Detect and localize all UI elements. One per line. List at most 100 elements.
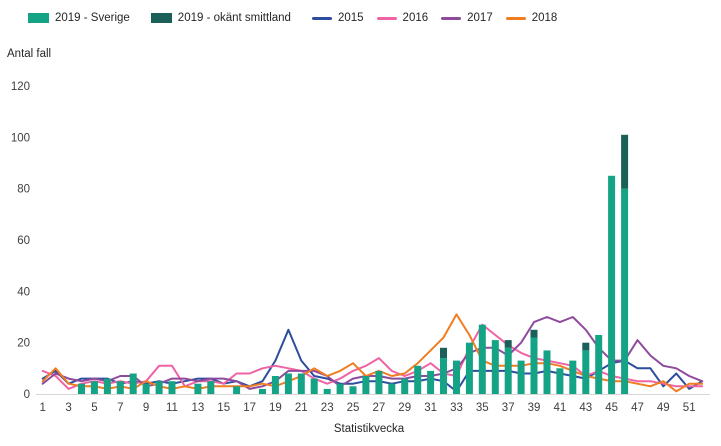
y-tick-100: 100 <box>11 132 30 144</box>
legend-label-2018: 2018 <box>531 12 558 24</box>
legend-item-2016: 2016 <box>376 12 429 24</box>
y-tick-60: 60 <box>17 235 30 247</box>
bars-2019-sverige <box>78 175 629 394</box>
bars-2019-okant-smittland <box>440 134 629 359</box>
x-tick-35: 35 <box>476 402 489 414</box>
x-tick-47: 47 <box>631 402 644 414</box>
bar-week-38 <box>517 360 525 394</box>
x-tick-17: 17 <box>243 402 256 414</box>
bar-week-6 <box>103 378 111 394</box>
legend-swatch-2019-sverige <box>28 13 49 23</box>
bar-week-33 <box>453 360 460 394</box>
x-tick-43: 43 <box>579 402 592 414</box>
bar-okant-week-39 <box>530 329 538 338</box>
x-tick-13: 13 <box>192 402 205 414</box>
bar-week-44 <box>595 335 603 394</box>
bar-week-5 <box>90 381 98 394</box>
line-2016 <box>41 323 704 390</box>
bar-week-31 <box>427 370 435 394</box>
bar-week-29 <box>401 378 409 394</box>
bar-week-27 <box>375 370 383 394</box>
y-axis-title: Antal fall <box>7 48 52 60</box>
bar-week-13 <box>194 383 202 394</box>
x-tick-45: 45 <box>605 402 618 414</box>
line-2015 <box>41 328 704 393</box>
bar-week-9 <box>142 383 150 394</box>
legend-label-2019-okant: 2019 - okänt smittland <box>177 12 291 24</box>
x-tick-27: 27 <box>373 402 386 414</box>
x-axis-ticks: 1 3 5 7 9 11 13 15 17 19 21 23 25 27 29 31 33 35 37 39 41 43 4… <box>39 402 695 414</box>
x-tick-49: 49 <box>657 402 670 414</box>
y-tick-40: 40 <box>17 286 30 298</box>
x-tick-31: 31 <box>424 402 437 414</box>
x-tick-7: 7 <box>117 402 123 414</box>
bar-okant-week-46 <box>621 134 629 189</box>
x-tick-9: 9 <box>143 402 149 414</box>
legend-swatch-2019-okant <box>150 13 172 23</box>
y-tick-0: 0 <box>24 389 30 401</box>
bar-week-37 <box>504 347 512 394</box>
legend-label-2019-sverige: 2019 - Sverige <box>55 12 130 24</box>
bar-week-4 <box>78 383 85 394</box>
x-tick-41: 41 <box>554 402 567 414</box>
x-tick-11: 11 <box>166 402 178 414</box>
x-tick-51: 51 <box>683 402 696 414</box>
x-tick-21: 21 <box>295 402 308 414</box>
bar-okant-week-37 <box>504 340 512 348</box>
bar-week-18 <box>259 388 266 394</box>
bar-week-32 <box>440 358 447 394</box>
bar-week-39 <box>530 337 538 394</box>
x-tick-39: 39 <box>528 402 541 414</box>
bar-okant-week-32 <box>440 347 447 359</box>
bar-okant-week-43 <box>582 342 590 351</box>
x-tick-37: 37 <box>502 402 515 414</box>
bar-week-26 <box>362 376 370 394</box>
legend-item-2018: 2018 <box>505 12 558 24</box>
x-axis-title: Statistikvecka <box>333 423 405 435</box>
legend-item-2017: 2017 <box>441 12 493 24</box>
x-tick-25: 25 <box>347 402 360 414</box>
bar-week-21 <box>297 373 305 394</box>
y-tick-20: 20 <box>17 338 30 350</box>
chart-legend: 2019 - Sverige 2019 - okänt smittland 20… <box>28 12 557 24</box>
bar-week-14 <box>207 381 215 394</box>
legend-swatch-2015 <box>311 16 332 20</box>
y-tick-80: 80 <box>17 184 30 196</box>
bar-week-34 <box>465 342 473 394</box>
x-tick-29: 29 <box>398 402 411 414</box>
bar-week-40 <box>543 350 551 394</box>
legend-swatch-2017 <box>441 16 462 20</box>
bar-week-43 <box>582 350 590 394</box>
bar-week-19 <box>271 376 279 394</box>
bar-week-28 <box>388 383 396 394</box>
line-2017 <box>41 316 704 390</box>
legend-swatch-2018 <box>505 16 526 20</box>
bar-week-22 <box>310 378 318 394</box>
bar-week-36 <box>491 340 499 394</box>
bar-week-30 <box>414 365 422 394</box>
bar-week-10 <box>155 381 163 394</box>
bar-week-24 <box>336 383 344 394</box>
bar-week-46 <box>621 188 629 394</box>
x-tick-15: 15 <box>217 402 230 414</box>
legend-item-2019-sverige: 2019 - Sverige <box>28 12 130 24</box>
bar-week-25 <box>349 386 357 394</box>
bar-week-16 <box>233 386 241 394</box>
bar-week-45 <box>608 175 616 394</box>
y-tick-120: 120 <box>11 81 30 93</box>
legend-label-2015: 2015 <box>337 12 364 24</box>
bar-week-23 <box>323 388 331 394</box>
x-tick-1: 1 <box>39 402 45 414</box>
bar-week-42 <box>569 360 577 394</box>
bar-week-35 <box>478 324 486 394</box>
bar-week-8 <box>129 373 137 394</box>
x-tick-33: 33 <box>450 402 463 414</box>
legend-item-2019-okant: 2019 - okänt smittland <box>150 12 291 24</box>
x-tick-3: 3 <box>65 402 71 414</box>
bar-week-7 <box>116 381 124 394</box>
legend-label-2016: 2016 <box>402 12 429 24</box>
legend-swatch-2016 <box>376 16 397 20</box>
bar-week-11 <box>168 381 176 394</box>
x-tick-5: 5 <box>91 402 97 414</box>
